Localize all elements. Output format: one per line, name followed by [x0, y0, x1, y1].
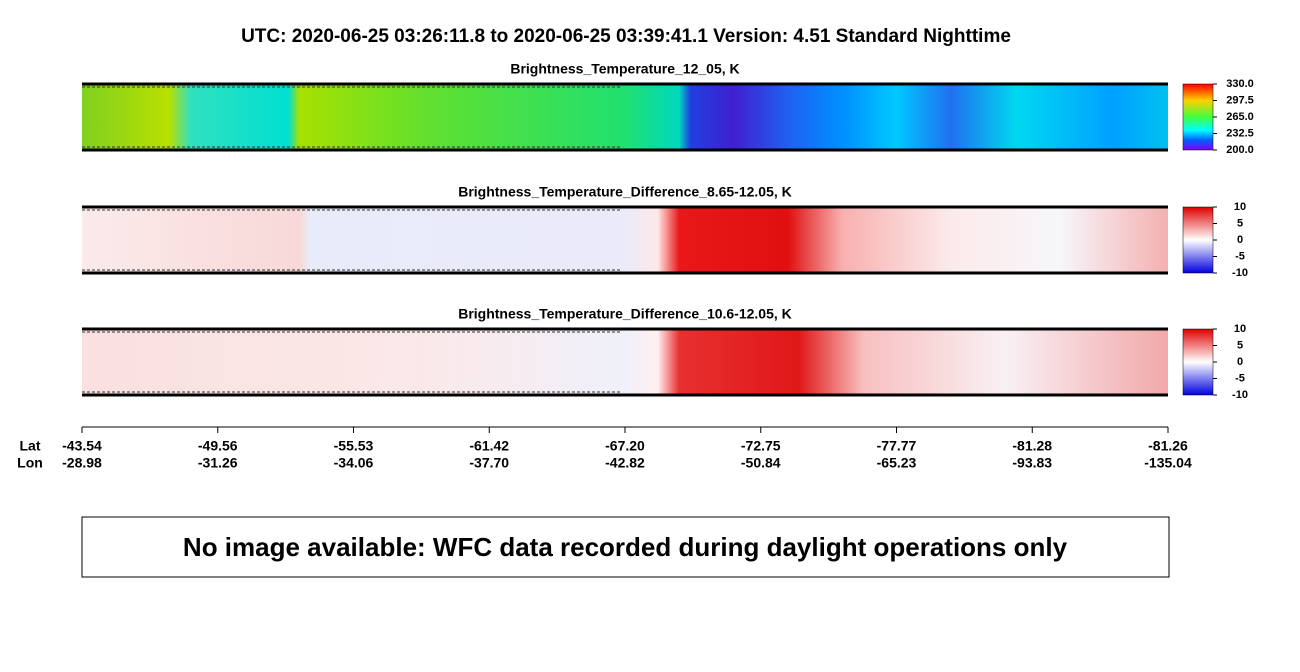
panel-title: Brightness_Temperature_Difference_10.6-1… [458, 306, 792, 322]
lat-tick-label: -61.42 [469, 438, 509, 454]
lon-tick-label: -93.83 [1012, 455, 1052, 471]
lat-tick-label: -55.53 [334, 438, 374, 454]
colorbar [1182, 206, 1214, 274]
figure-title: UTC: 2020-06-25 03:26:11.8 to 2020-06-25… [241, 26, 1011, 47]
lon-tick-label: -34.06 [334, 455, 374, 471]
lat-tick-label: -43.54 [62, 438, 102, 454]
lat-label: Lat [20, 438, 41, 454]
colorbar-tick-label: 5 [1237, 217, 1243, 229]
colorbar-tick-label: -10 [1232, 389, 1248, 401]
message-box [81, 516, 1170, 578]
lat-tick-label: -72.75 [741, 438, 781, 454]
colorbar-tick-label: 5 [1237, 339, 1243, 351]
colorbar-tick-label: 0 [1237, 356, 1243, 368]
lat-tick-label: -81.28 [1012, 438, 1052, 454]
panel-title: Brightness_Temperature_12_05, K [510, 61, 739, 77]
heatmap [82, 84, 1168, 150]
lon-tick-label: -135.04 [1144, 455, 1192, 471]
lon-tick-label: -28.98 [62, 455, 102, 471]
lon-tick-label: -42.82 [605, 455, 645, 471]
colorbar-tick-label: -5 [1235, 372, 1245, 384]
lat-tick-label: -77.77 [877, 438, 917, 454]
lat-tick-label: -67.20 [605, 438, 645, 454]
heatmap [82, 207, 1168, 273]
colorbar [1182, 83, 1214, 151]
colorbar-tick-label: 10 [1234, 323, 1246, 335]
colorbar-tick-label: 330.0 [1226, 78, 1254, 90]
colorbar-tick-label: 10 [1234, 201, 1246, 213]
colorbar [1182, 328, 1214, 396]
message: No image available: WFC data recorded du… [183, 532, 1068, 562]
colorbar-tick-label: -5 [1235, 250, 1245, 262]
colorbar-tick-label: 232.5 [1226, 127, 1254, 139]
lon-tick-label: -50.84 [741, 455, 781, 471]
colorbar-tick-label: 265.0 [1226, 111, 1254, 123]
colorbar-tick-label: 297.5 [1226, 94, 1254, 106]
heatmap [82, 329, 1168, 395]
panel-title: Brightness_Temperature_Difference_8.65-1… [458, 184, 792, 200]
lat-tick-label: -49.56 [198, 438, 238, 454]
colorbar-tick-label: 0 [1237, 234, 1243, 246]
lon-tick-label: -37.70 [469, 455, 509, 471]
lon-label: Lon [17, 455, 43, 471]
colorbar-tick-label: 200.0 [1226, 144, 1254, 156]
lon-tick-label: -31.26 [198, 455, 238, 471]
lat-tick-label: -81.26 [1148, 438, 1188, 454]
colorbar-tick-label: -10 [1232, 267, 1248, 279]
lon-tick-label: -65.23 [877, 455, 917, 471]
